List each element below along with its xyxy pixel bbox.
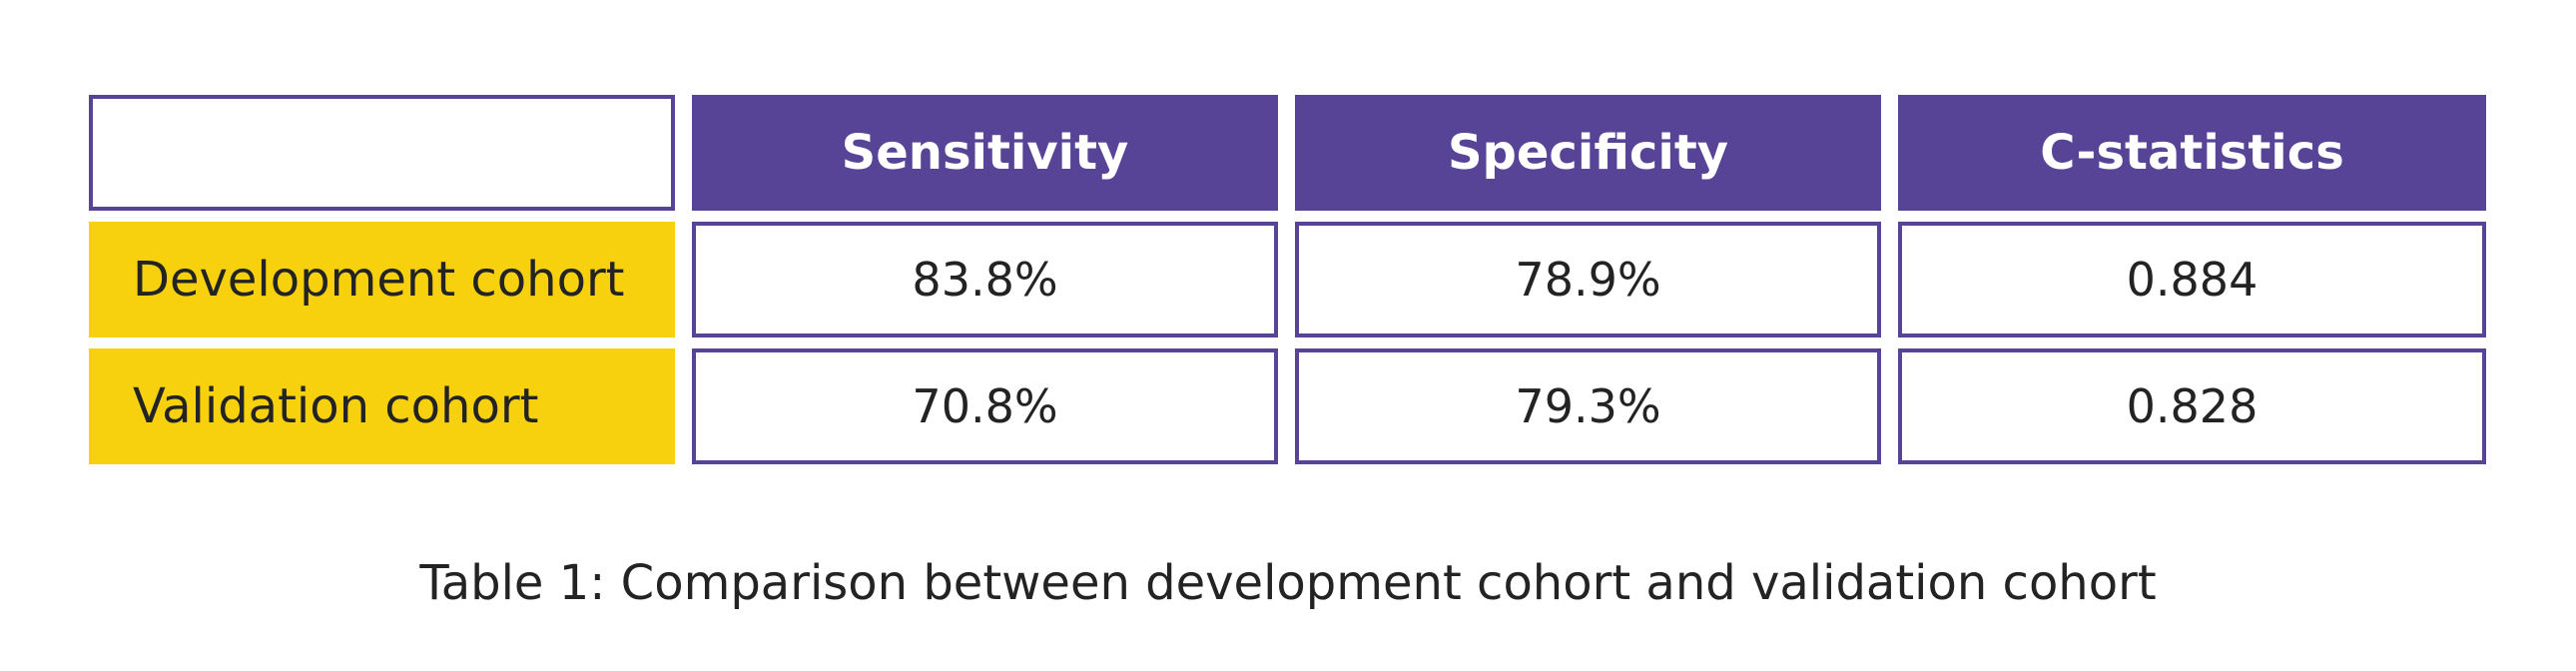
column-header-sensitivity: Sensitivity xyxy=(692,95,1278,211)
column-header-specificity: Specificity xyxy=(1295,95,1881,211)
table-caption: Table 1: Comparison between development … xyxy=(419,555,2157,611)
table-cell: 0.828 xyxy=(1898,348,2486,464)
column-header-c-statistics: C-statistics xyxy=(1898,95,2486,211)
table-cell: 79.3% xyxy=(1295,348,1881,464)
table-cell: 78.9% xyxy=(1295,222,1881,337)
table-corner-cell xyxy=(89,95,675,211)
table-cell: 83.8% xyxy=(692,222,1278,337)
row-label-development-cohort: Development cohort xyxy=(89,222,675,337)
table-cell: 0.884 xyxy=(1898,222,2486,337)
row-label-validation-cohort: Validation cohort xyxy=(89,348,675,464)
table-cell: 70.8% xyxy=(692,348,1278,464)
